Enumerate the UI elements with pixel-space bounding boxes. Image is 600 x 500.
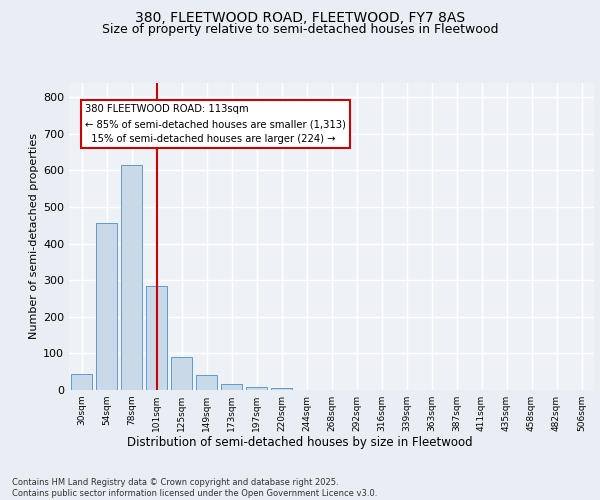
Text: Distribution of semi-detached houses by size in Fleetwood: Distribution of semi-detached houses by … <box>127 436 473 449</box>
Bar <box>171 357 192 390</box>
Text: 380, FLEETWOOD ROAD, FLEETWOOD, FY7 8AS: 380, FLEETWOOD ROAD, FLEETWOOD, FY7 8AS <box>135 10 465 24</box>
Bar <box>246 387 267 390</box>
Bar <box>96 224 117 390</box>
Bar <box>196 376 217 390</box>
Text: Size of property relative to semi-detached houses in Fleetwood: Size of property relative to semi-detach… <box>102 24 498 36</box>
Text: 380 FLEETWOOD ROAD: 113sqm
← 85% of semi-detached houses are smaller (1,313)
  1: 380 FLEETWOOD ROAD: 113sqm ← 85% of semi… <box>85 104 346 144</box>
Bar <box>146 286 167 390</box>
Bar <box>71 374 92 390</box>
Bar <box>221 384 242 390</box>
Y-axis label: Number of semi-detached properties: Number of semi-detached properties <box>29 133 39 339</box>
Bar <box>121 165 142 390</box>
Bar <box>271 388 292 390</box>
Text: Contains HM Land Registry data © Crown copyright and database right 2025.
Contai: Contains HM Land Registry data © Crown c… <box>12 478 377 498</box>
